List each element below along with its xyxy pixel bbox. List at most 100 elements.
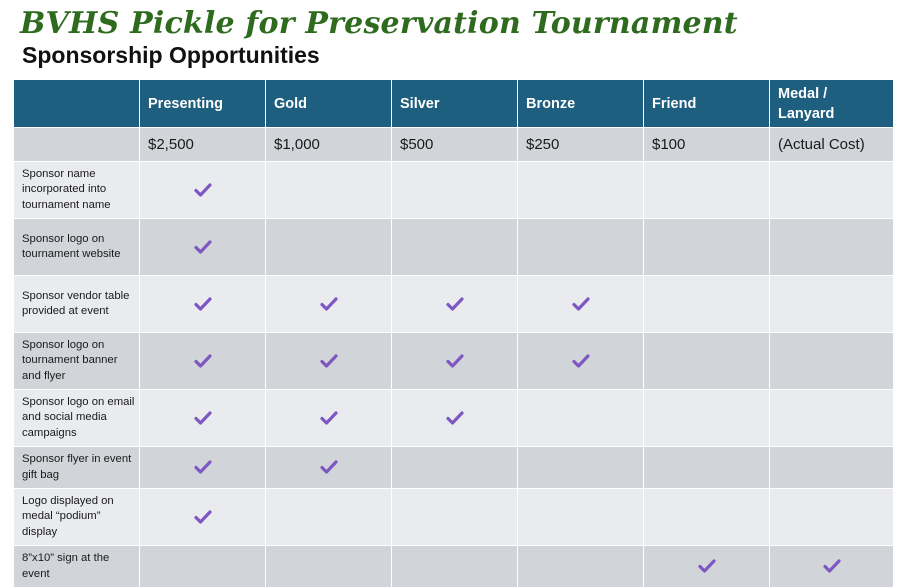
- tier-header-gold: Gold: [265, 79, 392, 128]
- checkmark-icon: [445, 296, 465, 312]
- benefit-cell-medal-lanyard: [769, 389, 894, 447]
- benefit-cell-friend: [643, 545, 770, 588]
- benefit-cell-bronze: [517, 446, 644, 489]
- sponsorship-table: Presenting Gold Silver Bronze Friend Med…: [13, 79, 894, 588]
- benefit-cell-friend: [643, 275, 770, 333]
- benefit-cell-silver: [391, 446, 518, 489]
- benefit-cell-gold: [265, 275, 392, 333]
- price-gold: $1,000: [265, 127, 392, 162]
- benefit-cell-gold: [265, 545, 392, 588]
- benefit-cell-gold: [265, 332, 392, 390]
- benefit-cell-medal-lanyard: [769, 161, 894, 219]
- tier-header-bronze: Bronze: [517, 79, 644, 128]
- benefit-cell-gold: [265, 446, 392, 489]
- benefit-cell-presenting: [139, 389, 266, 447]
- checkmark-icon: [822, 558, 842, 574]
- benefit-cell-gold: [265, 389, 392, 447]
- benefit-cell-silver: [391, 488, 518, 546]
- benefit-cell-medal-lanyard: [769, 488, 894, 546]
- checkmark-icon: [319, 459, 339, 475]
- benefit-label: Sponsor name incorporated into tournamen…: [13, 161, 140, 219]
- benefit-row: 8”x10” sign at the event: [13, 545, 894, 588]
- benefit-cell-friend: [643, 332, 770, 390]
- benefit-cell-presenting: [139, 161, 266, 219]
- benefit-cell-silver: [391, 332, 518, 390]
- benefit-cell-medal-lanyard: [769, 446, 894, 489]
- benefit-cell-presenting: [139, 545, 266, 588]
- benefit-cell-bronze: [517, 545, 644, 588]
- benefit-label: Sponsor logo on tournament banner and fl…: [13, 332, 140, 390]
- price-friend: $100: [643, 127, 770, 162]
- benefit-cell-silver: [391, 275, 518, 333]
- benefit-row: Sponsor flyer in event gift bag: [13, 446, 894, 489]
- price-medal-lanyard: (Actual Cost): [769, 127, 894, 162]
- benefit-label: Sponsor vendor table provided at event: [13, 275, 140, 333]
- benefit-cell-bronze: [517, 275, 644, 333]
- benefit-cell-medal-lanyard: [769, 332, 894, 390]
- benefit-cell-presenting: [139, 332, 266, 390]
- price-presenting: $2,500: [139, 127, 266, 162]
- tier-header-row: Presenting Gold Silver Bronze Friend Med…: [13, 79, 894, 128]
- checkmark-icon: [445, 410, 465, 426]
- benefit-cell-friend: [643, 446, 770, 489]
- benefit-cell-bronze: [517, 218, 644, 276]
- benefit-cell-presenting: [139, 275, 266, 333]
- benefit-cell-gold: [265, 218, 392, 276]
- benefit-label: Sponsor logo on email and social media c…: [13, 389, 140, 447]
- benefit-cell-gold: [265, 488, 392, 546]
- benefit-cell-medal-lanyard: [769, 545, 894, 588]
- checkmark-icon: [445, 353, 465, 369]
- benefit-label: Sponsor flyer in event gift bag: [13, 446, 140, 489]
- page-subtitle: Sponsorship Opportunities: [22, 42, 320, 68]
- checkmark-icon: [571, 296, 591, 312]
- tier-header-medal-lanyard: Medal / Lanyard: [769, 79, 894, 128]
- benefit-cell-gold: [265, 161, 392, 219]
- benefit-row: Sponsor vendor table provided at event: [13, 275, 894, 333]
- tier-header-presenting: Presenting: [139, 79, 266, 128]
- benefit-cell-silver: [391, 389, 518, 447]
- benefit-row: Sponsor logo on email and social media c…: [13, 389, 894, 447]
- benefit-row: Logo displayed on medal “podium” display: [13, 488, 894, 546]
- tier-header-silver: Silver: [391, 79, 518, 128]
- checkmark-icon: [319, 410, 339, 426]
- benefit-cell-presenting: [139, 218, 266, 276]
- benefit-cell-medal-lanyard: [769, 218, 894, 276]
- checkmark-icon: [193, 296, 213, 312]
- price-label-cell: [13, 127, 140, 162]
- checkmark-icon: [697, 558, 717, 574]
- checkmark-icon: [319, 353, 339, 369]
- benefit-cell-presenting: [139, 488, 266, 546]
- benefit-label: Logo displayed on medal “podium” display: [13, 488, 140, 546]
- checkmark-icon: [319, 296, 339, 312]
- checkmark-icon: [193, 459, 213, 475]
- benefit-row: Sponsor logo on tournament banner and fl…: [13, 332, 894, 390]
- benefit-cell-friend: [643, 488, 770, 546]
- checkmark-icon: [193, 509, 213, 525]
- checkmark-icon: [193, 182, 213, 198]
- price-bronze: $250: [517, 127, 644, 162]
- page-title: BVHS Pickle for Preservation Tournament: [20, 6, 738, 41]
- benefit-cell-friend: [643, 389, 770, 447]
- benefit-row: Sponsor name incorporated into tournamen…: [13, 161, 894, 219]
- benefit-cell-silver: [391, 218, 518, 276]
- benefit-cell-bronze: [517, 488, 644, 546]
- checkmark-icon: [571, 353, 591, 369]
- header-corner-cell: [13, 79, 140, 128]
- benefit-row: Sponsor logo on tournament website: [13, 218, 894, 276]
- benefit-cell-bronze: [517, 389, 644, 447]
- benefit-label: 8”x10” sign at the event: [13, 545, 140, 588]
- benefit-cell-medal-lanyard: [769, 275, 894, 333]
- benefit-cell-presenting: [139, 446, 266, 489]
- benefit-cell-friend: [643, 161, 770, 219]
- price-row: $2,500 $1,000 $500 $250 $100 (Actual Cos…: [13, 127, 894, 162]
- benefit-cell-silver: [391, 545, 518, 588]
- price-silver: $500: [391, 127, 518, 162]
- benefit-label: Sponsor logo on tournament website: [13, 218, 140, 276]
- benefit-cell-bronze: [517, 332, 644, 390]
- checkmark-icon: [193, 239, 213, 255]
- benefit-cell-friend: [643, 218, 770, 276]
- checkmark-icon: [193, 410, 213, 426]
- benefit-cell-bronze: [517, 161, 644, 219]
- benefit-cell-silver: [391, 161, 518, 219]
- checkmark-icon: [193, 353, 213, 369]
